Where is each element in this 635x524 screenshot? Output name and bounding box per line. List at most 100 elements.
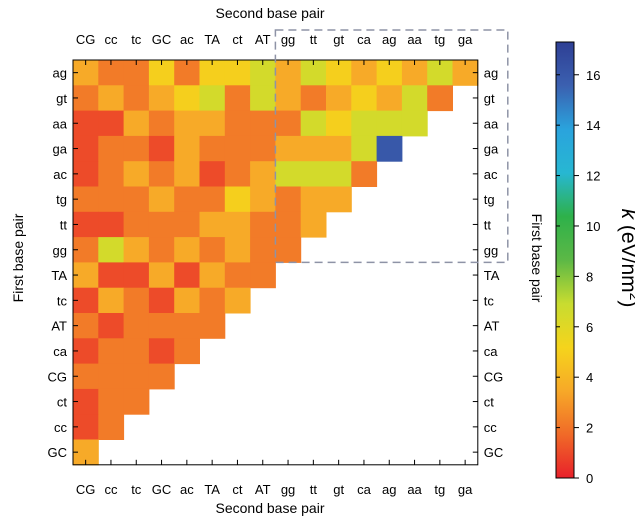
heatmap-cell	[123, 338, 150, 365]
heatmap-cell	[98, 237, 125, 263]
row-label-left: cc	[54, 420, 68, 435]
heatmap-cell	[427, 85, 453, 112]
column-label-top: CG	[76, 32, 96, 47]
column-label-bottom: aa	[407, 482, 422, 497]
x-axis-label-top: Second base pair	[216, 5, 325, 21]
heatmap-cell	[148, 313, 175, 339]
heatmap-cell	[148, 110, 175, 137]
column-label-bottom: gg	[281, 482, 295, 497]
colorbar-tick-label: 6	[586, 320, 593, 335]
heatmap-cell	[123, 186, 150, 213]
heatmap-cell	[148, 135, 175, 162]
row-label-right: ct	[484, 395, 495, 410]
heatmap-cell	[250, 161, 276, 187]
colorbar-ticks: 0 2 4 6 8 10 12 14 16	[556, 68, 600, 486]
heatmap-cell	[275, 135, 302, 162]
heatmap-cell	[148, 363, 175, 390]
heatmap-cell	[123, 161, 150, 187]
column-label-top: TA	[204, 32, 220, 47]
heatmap-cell	[98, 85, 125, 112]
column-label-bottom: cc	[104, 482, 118, 497]
row-label-left: ca	[53, 344, 68, 359]
heatmap-cell	[326, 135, 352, 162]
row-label-left: GC	[48, 445, 68, 460]
column-label-top: tc	[131, 32, 142, 47]
heatmap-cell	[98, 110, 125, 137]
heatmap-cell	[148, 85, 175, 112]
heatmap-cell	[98, 363, 125, 390]
row-label-right: ca	[484, 344, 499, 359]
heatmap-cell	[224, 135, 251, 162]
heatmap-cell	[174, 262, 200, 289]
row-label-right: tg	[484, 192, 495, 207]
colorbar-tick-label: 10	[586, 219, 600, 234]
heatmap-cell	[224, 186, 251, 213]
column-label-top: tt	[310, 32, 318, 47]
heatmap-cell	[199, 161, 226, 187]
heatmap-cell	[98, 161, 125, 187]
heatmap-cell	[199, 262, 226, 289]
column-labels-top: CG cc tc GC ac TA ct AT gg tt gt ca ag aa tg ga	[76, 32, 473, 47]
column-label-bottom: GC	[152, 482, 172, 497]
heatmap-cell	[401, 110, 428, 137]
row-label-right: ac	[484, 167, 498, 182]
column-label-top: aa	[407, 32, 422, 47]
heatmap-cell	[351, 110, 378, 137]
colorbar-label: k (eV/nm2)	[617, 209, 635, 308]
heatmap-cell	[174, 186, 200, 213]
column-label-top: gt	[333, 32, 344, 47]
colorbar-tick-label: 14	[586, 118, 600, 133]
row-labels-left: ag gt aa ga ac tg tt gg TA tc AT ca CG ct cc GC	[48, 66, 68, 460]
colorbar-tick-label: 8	[586, 269, 593, 284]
column-label-bottom: CG	[76, 482, 96, 497]
heatmap-cell	[250, 186, 276, 213]
y-axis-label-left: First base pair	[10, 213, 26, 302]
row-label-right: gt	[484, 91, 495, 106]
heatmap-cell	[174, 313, 200, 339]
row-label-right: GC	[484, 445, 504, 460]
heatmap-cell	[250, 237, 276, 263]
column-label-top: ct	[232, 32, 243, 47]
row-label-right: cc	[484, 420, 498, 435]
heatmap-cell	[401, 85, 428, 112]
column-label-bottom: ca	[357, 482, 372, 497]
heatmap-cell	[351, 85, 378, 112]
heatmap-cell	[275, 110, 302, 137]
heatmap-cell	[376, 135, 403, 162]
colorbar-tick-label: 0	[586, 471, 593, 486]
heatmap-cell	[123, 313, 150, 339]
heatmap-cell	[98, 338, 125, 365]
row-label-right: gg	[484, 243, 498, 258]
column-label-top: cc	[104, 32, 118, 47]
row-label-left: ga	[53, 142, 68, 157]
column-label-top: ca	[357, 32, 372, 47]
row-label-left: gg	[53, 243, 67, 258]
heatmap-cell	[326, 110, 352, 137]
heatmap-cell	[199, 186, 226, 213]
colorbar: 0 2 4 6 8 10 12 14 16 k (eV/nm2)	[555, 41, 635, 486]
column-label-bottom: ga	[458, 482, 473, 497]
column-label-bottom: AT	[255, 482, 271, 497]
heatmap-cell	[174, 338, 200, 365]
row-label-left: ct	[57, 395, 68, 410]
heatmap-cell	[300, 186, 327, 213]
row-label-left: tg	[56, 192, 67, 207]
heatmap-cells	[73, 60, 479, 466]
heatmap-cell	[300, 211, 327, 238]
heatmap-cell	[199, 313, 226, 339]
heatmap-cell	[148, 161, 175, 187]
row-label-left: aa	[53, 116, 68, 131]
heatmap-cell	[326, 85, 352, 112]
column-label-bottom: ac	[180, 482, 194, 497]
row-label-left: ag	[53, 66, 67, 81]
heatmap-cell	[300, 161, 327, 187]
heatmap-cell	[300, 85, 327, 112]
heatmap-cell	[174, 85, 200, 112]
heatmap-cell	[98, 135, 125, 162]
heatmap-cell	[123, 237, 150, 263]
heatmap-cell	[224, 161, 251, 187]
heatmap-cell	[148, 338, 175, 365]
column-label-bottom: tg	[434, 482, 445, 497]
